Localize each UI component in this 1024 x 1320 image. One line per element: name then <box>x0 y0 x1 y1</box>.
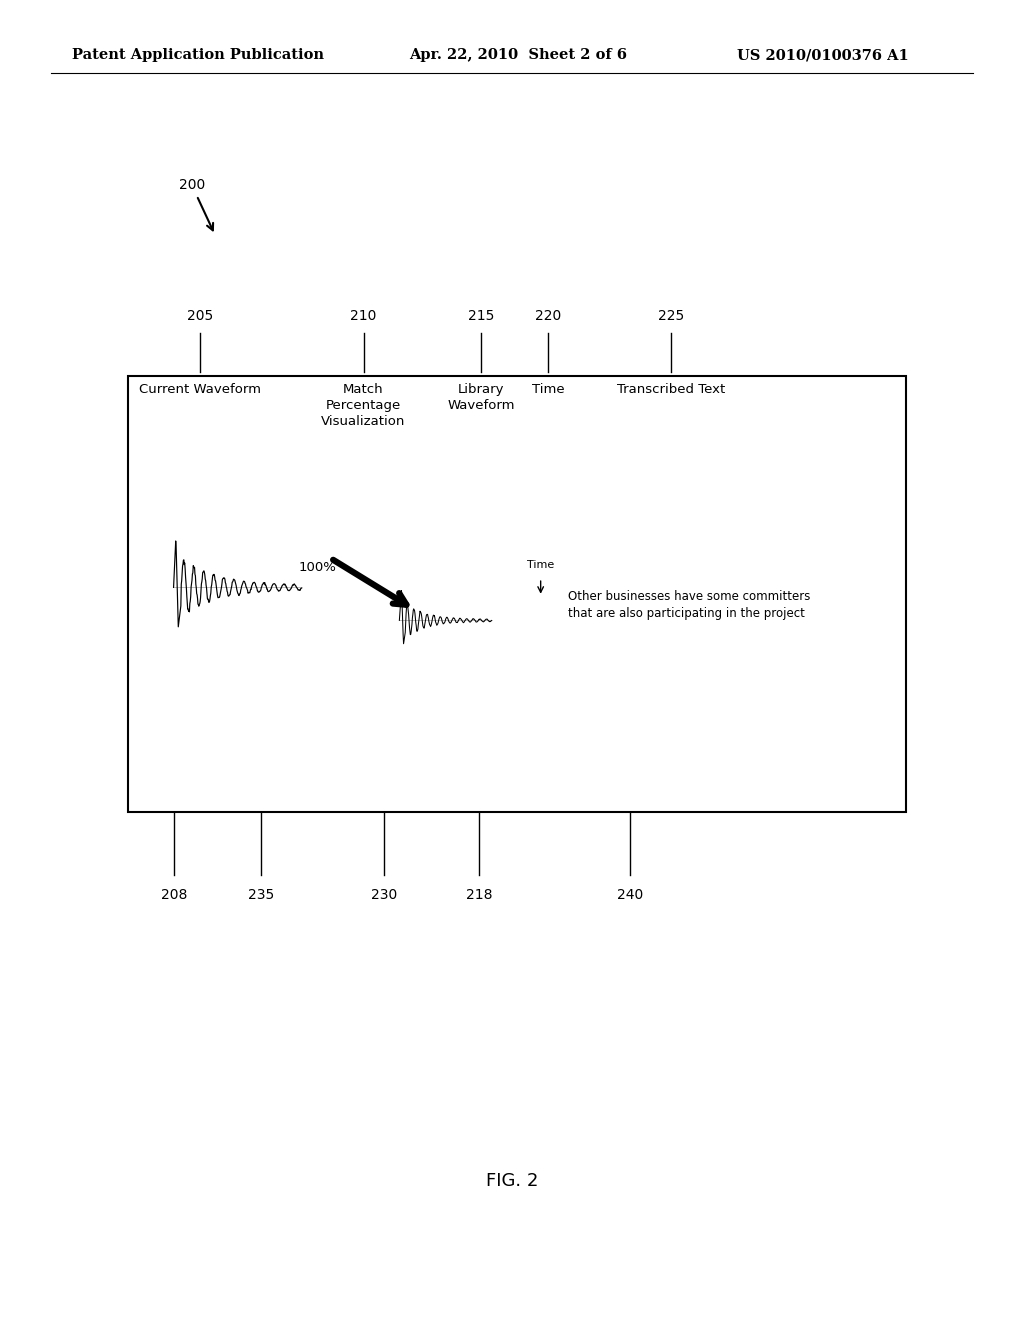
Text: 225: 225 <box>657 309 684 323</box>
Text: Transcribed Text: Transcribed Text <box>616 383 725 396</box>
Text: 100%: 100% <box>299 561 336 574</box>
Text: 208: 208 <box>161 888 187 903</box>
Text: 230: 230 <box>371 888 397 903</box>
Text: FIG. 2: FIG. 2 <box>485 1172 539 1191</box>
Bar <box>128 376 906 812</box>
Text: 220: 220 <box>535 309 561 323</box>
Text: US 2010/0100376 A1: US 2010/0100376 A1 <box>737 49 909 62</box>
Text: 215: 215 <box>468 309 495 323</box>
Text: 235: 235 <box>248 888 274 903</box>
Text: Time: Time <box>527 560 554 570</box>
Text: 200: 200 <box>179 178 206 191</box>
Text: Current Waveform: Current Waveform <box>138 383 261 396</box>
Text: Time: Time <box>531 383 564 396</box>
Text: 205: 205 <box>186 309 213 323</box>
Text: Patent Application Publication: Patent Application Publication <box>72 49 324 62</box>
Text: 218: 218 <box>466 888 493 903</box>
Text: Match
Percentage
Visualization: Match Percentage Visualization <box>322 383 406 428</box>
Text: 240: 240 <box>616 888 643 903</box>
Text: Other businesses have some committers
that are also participating in the project: Other businesses have some committers th… <box>568 590 811 619</box>
Text: 210: 210 <box>350 309 377 323</box>
Text: Library
Waveform: Library Waveform <box>447 383 515 412</box>
Text: Apr. 22, 2010  Sheet 2 of 6: Apr. 22, 2010 Sheet 2 of 6 <box>410 49 628 62</box>
